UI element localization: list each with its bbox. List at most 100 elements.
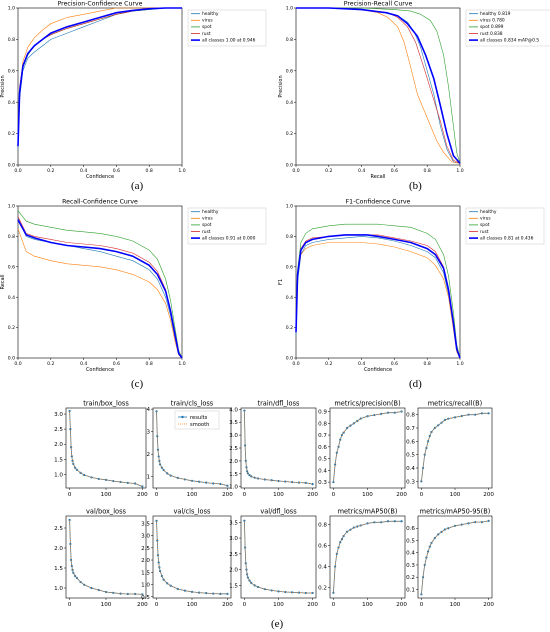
data-point [460,523,463,526]
legend-label: spot [202,24,212,30]
data-point [332,481,335,484]
y-tick-label: 2.0 [54,546,63,552]
y-tick-label: 0.8 [286,37,293,43]
chart-title: F1-Confidence Curve [346,199,411,206]
chart-e8: val/dfl_loss 0 100 200 1.5 2.0 2.5 3.0 3.5 [229,508,318,609]
y-tick-label: 0.7 [318,433,327,439]
x-tick-label: 200 [307,492,318,498]
data-point [356,525,359,528]
plot-frame [417,407,493,489]
y-tick-label: 0.4 [406,466,415,472]
data-point [205,592,208,595]
y-tick-label: 0.4 [318,468,327,474]
chart-title: Precision-Confidence Curve [58,1,143,8]
x-tick-label: 200 [222,492,233,498]
data-point [297,481,301,484]
plot-frame [65,515,147,599]
legend-label: spot 0.899 [480,24,504,30]
legend-box [465,9,550,47]
y-tick-label: 0.3 [406,563,415,569]
y-tick-label: 1.0 [54,586,63,592]
y-axis-label: Recall [0,275,6,290]
data-point [284,590,287,594]
y-tick-label: 0.5 [318,457,327,463]
plot-frame [329,515,406,599]
chart-title: train/cls_loss [171,400,214,408]
y-tick-label: 0.6 [318,543,327,549]
data-point [158,463,162,466]
data-point [487,519,490,522]
data-point [246,573,249,576]
x-tick-label: 0.4 [80,361,87,367]
data-point [72,571,75,574]
y-tick-label: 2.0 [229,568,238,574]
smooth-line [244,410,313,485]
caption-e: (e) [271,618,284,630]
data-point [332,591,335,594]
y-tick-label: 0.4 [318,564,327,570]
chart-c: Recall-Confidence Curve 0.0 0.2 0.4 0.6 0.8 1.… [0,199,267,373]
x-tick-label: 0 [155,602,159,608]
x-axis-label: Confidence [86,174,114,180]
data-point [219,592,222,595]
x-tick-label: 100 [187,602,198,608]
series-line-4 [295,234,461,359]
x-axis-label: Confidence [364,367,392,373]
series-line-4 [296,7,461,164]
y-tick-label: 1.0 [286,204,293,210]
data-point [474,521,477,524]
series-line-4 [17,7,182,147]
chart-b: Precision-Recall Curve 0.0 0.2 0.4 0.6 0.8 1.0… [278,1,550,180]
x-tick-label: 0.2 [47,168,54,174]
legend-label: rust [480,229,489,235]
y-tick-label: 0.5 [406,538,415,544]
data-point [366,522,369,525]
data-point [126,481,129,484]
x-tick-label: 0 [243,492,247,498]
data-point [183,478,187,481]
y-tick-label: 1.0 [229,485,238,491]
y-tick-label: 3 [146,430,150,436]
data-point [337,445,340,448]
y-tick-label: 3.0 [54,412,63,418]
y-tick-label: 0.8 [8,37,15,43]
x-tick-label: 0.2 [47,361,54,367]
data-point [425,446,428,450]
data-point [474,413,477,416]
data-point [480,521,484,524]
data-point [421,466,425,470]
series-line-1 [17,228,183,359]
chart-title: val/cls_loss [174,508,211,516]
y-tick-label: 2.5 [54,526,63,532]
chart-e3: train/dfl_loss 0 100 200 1.0 1.5 2.0 2.5 3.0 3.5 4… [229,400,318,499]
y-tick-label: 0.2 [406,575,415,581]
y-tick-label: 0.6 [8,68,15,74]
legend-label: smooth [190,422,209,428]
legend-label: spot [202,222,212,228]
legend-label: all classes 1.00 at 0.946 [202,37,256,43]
legend-label: rust [202,31,211,37]
x-tick-label: 0 [332,492,336,498]
data-point [277,479,280,483]
data-point [253,476,256,479]
y-tick-label: 0.4 [8,295,15,301]
y-tick-label: 3.0 [229,433,238,439]
x-tick-label: 0 [68,492,72,498]
x-tick-label: 200 [483,602,494,608]
data-point [340,433,344,437]
x-tick-label: 200 [396,602,407,608]
chart-title: metrics/mAP50-95(B) [420,508,491,516]
data-point [70,455,73,458]
legend-box [465,207,545,245]
caption-a: (a) [131,180,144,192]
x-tick-label: 0.4 [358,168,365,174]
data-point [270,589,273,592]
x-tick-label: 0.6 [113,168,120,174]
data-point [487,412,490,415]
y-tick-label: 0.2 [286,131,293,137]
chart-d: F1-Confidence Curve 0.0 0.2 0.4 0.6 0.8 1.0 0.0… [278,199,545,373]
